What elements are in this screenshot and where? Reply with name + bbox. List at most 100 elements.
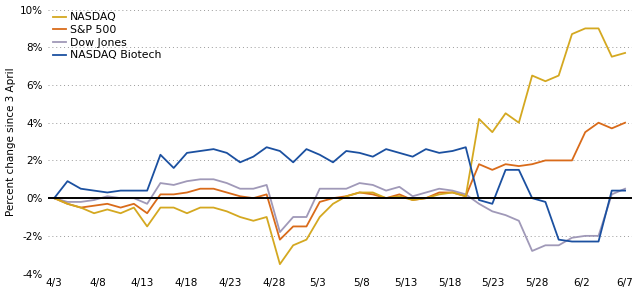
NASDAQ Biotech [51,196,58,200]
NASDAQ [196,206,204,209]
Dow Jones [170,183,177,187]
NASDAQ [116,211,124,215]
NASDAQ Biotech [475,198,483,202]
S&P 500 [303,225,310,228]
NASDAQ Biotech [528,196,536,200]
NASDAQ [289,243,297,247]
S&P 500 [409,198,417,202]
NASDAQ Biotech [223,151,230,155]
NASDAQ [143,225,151,228]
NASDAQ [276,262,284,266]
Dow Jones [342,187,350,191]
Dow Jones [621,187,629,191]
NASDAQ [303,238,310,241]
S&P 500 [170,193,177,196]
S&P 500 [196,187,204,191]
NASDAQ Biotech [356,151,364,155]
NASDAQ Biotech [196,149,204,153]
Dow Jones [581,234,589,238]
NASDAQ Biotech [183,151,191,155]
S&P 500 [63,202,71,206]
S&P 500 [515,164,523,168]
NASDAQ [356,191,364,194]
NASDAQ Biotech [608,189,616,192]
Dow Jones [555,243,563,247]
S&P 500 [608,127,616,130]
Dow Jones [90,198,98,202]
Dow Jones [541,243,549,247]
NASDAQ [435,193,443,196]
NASDAQ Biotech [170,166,177,170]
Dow Jones [77,200,84,204]
Dow Jones [289,215,297,219]
NASDAQ [515,121,523,124]
NASDAQ [130,206,138,209]
S&P 500 [51,196,58,200]
Dow Jones [515,219,523,223]
Dow Jones [462,193,470,196]
NASDAQ [236,215,244,219]
S&P 500 [502,163,509,166]
Dow Jones [488,210,496,213]
S&P 500 [396,193,403,196]
Dow Jones [435,187,443,191]
Dow Jones [210,178,218,181]
S&P 500 [316,200,324,204]
NASDAQ Biotech [316,153,324,156]
NASDAQ [210,206,218,209]
Dow Jones [329,187,337,191]
NASDAQ Biotech [369,155,377,158]
NASDAQ Biotech [77,187,84,191]
NASDAQ Biotech [502,168,509,172]
S&P 500 [369,193,377,196]
S&P 500 [116,206,124,209]
NASDAQ Biotech [595,240,602,243]
S&P 500 [475,163,483,166]
Dow Jones [396,185,403,188]
S&P 500 [449,191,456,194]
NASDAQ Biotech [90,189,98,192]
Dow Jones [223,181,230,185]
NASDAQ Biotech [303,147,310,151]
NASDAQ [90,211,98,215]
Dow Jones [263,183,271,187]
NASDAQ Biotech [210,147,218,151]
S&P 500 [104,202,111,206]
NASDAQ Biotech [329,161,337,164]
NASDAQ Biotech [130,189,138,192]
S&P 500 [581,130,589,134]
NASDAQ Biotech [435,151,443,155]
NASDAQ [223,210,230,213]
Dow Jones [608,193,616,196]
S&P 500 [528,163,536,166]
NASDAQ [608,55,616,59]
S&P 500 [595,121,602,124]
S&P 500 [342,195,350,198]
Dow Jones [51,196,58,200]
S&P 500 [130,202,138,206]
NASDAQ [382,196,390,200]
Dow Jones [63,200,71,204]
Dow Jones [356,181,364,185]
Dow Jones [568,236,576,240]
Dow Jones [303,215,310,219]
S&P 500 [236,195,244,198]
NASDAQ Biotech [396,151,403,155]
S&P 500 [541,159,549,162]
NASDAQ [422,196,430,200]
NASDAQ Biotech [568,240,576,243]
S&P 500 [329,196,337,200]
NASDAQ Biotech [342,149,350,153]
Dow Jones [382,189,390,192]
NASDAQ Biotech [515,168,523,172]
NASDAQ [462,195,470,198]
Line: NASDAQ: NASDAQ [54,29,625,264]
Dow Jones [475,202,483,206]
NASDAQ [316,215,324,219]
NASDAQ Biotech [276,149,284,153]
S&P 500 [356,191,364,194]
Line: Dow Jones: Dow Jones [54,179,625,251]
NASDAQ [621,51,629,55]
S&P 500 [223,191,230,194]
S&P 500 [621,121,629,124]
